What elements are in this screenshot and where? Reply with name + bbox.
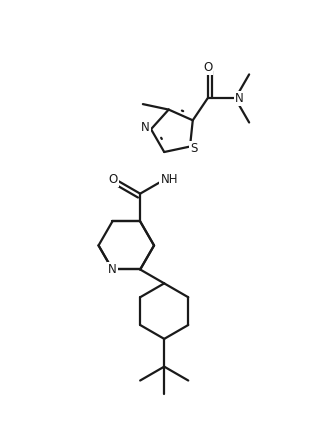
Text: O: O	[203, 61, 212, 74]
Text: S: S	[190, 142, 198, 155]
Text: O: O	[108, 173, 118, 186]
Text: N: N	[108, 263, 117, 276]
Text: N: N	[141, 121, 149, 134]
Text: NH: NH	[160, 173, 178, 186]
Text: N: N	[235, 92, 244, 105]
